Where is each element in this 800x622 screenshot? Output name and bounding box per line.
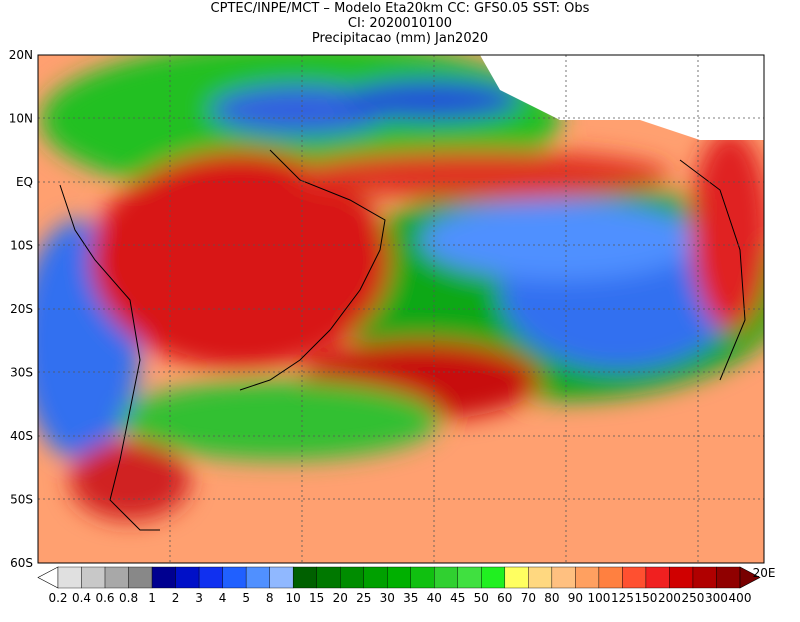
colorbar-label: 80 — [544, 591, 559, 605]
map-field — [38, 55, 764, 563]
colorbar-label: 125 — [611, 591, 634, 605]
longitude-label: 20E — [753, 566, 776, 580]
header: CPTEC/INPE/MCT – Modelo Eta20km CC: GFS0… — [211, 1, 590, 46]
colorbar-label: 100 — [587, 591, 610, 605]
colorbar-box — [528, 566, 553, 589]
colorbar-box — [245, 566, 270, 589]
colorbar-box — [575, 566, 600, 589]
colorbar-label: 90 — [568, 591, 583, 605]
colorbar-label: 15 — [309, 591, 324, 605]
colorbar-label: 20 — [333, 591, 348, 605]
colorbar-label: 10 — [286, 591, 301, 605]
colorbar-label: 0.2 — [48, 591, 67, 605]
colorbar-box — [57, 566, 82, 589]
latitude-label: 20S — [10, 302, 33, 316]
latitude-label: 10S — [10, 239, 33, 253]
colorbar-box — [198, 566, 223, 589]
colorbar-label: 200 — [658, 591, 681, 605]
colorbar-box — [128, 566, 153, 589]
colorbar-label: 150 — [634, 591, 657, 605]
map-frame — [37, 54, 765, 564]
colorbar-box — [363, 566, 388, 589]
colorbar-label: 70 — [521, 591, 536, 605]
colorbar-box — [481, 566, 506, 589]
latitude-label: 30S — [10, 366, 33, 380]
colorbar-label: 50 — [474, 591, 489, 605]
colorbar-label: 250 — [682, 591, 705, 605]
colorbar-label: 45 — [450, 591, 465, 605]
colorbar-label: 3 — [195, 591, 203, 605]
colorbar-label: 300 — [705, 591, 728, 605]
colorbar-box — [387, 566, 411, 589]
colorbar-label: 60 — [497, 591, 512, 605]
colorbar-box — [151, 566, 176, 589]
colorbar-box — [316, 566, 341, 589]
colorbar-box — [598, 566, 623, 589]
colorbar-label: 30 — [380, 591, 395, 605]
colorbar-box — [551, 566, 576, 589]
colorbar-label: 2 — [172, 591, 180, 605]
title-line: CPTEC/INPE/MCT – Modelo Eta20km CC: GFS0… — [211, 1, 590, 16]
colorbar-label: 0.6 — [95, 591, 114, 605]
colorbar-box — [716, 566, 741, 589]
latitude-label: 40S — [10, 429, 33, 443]
colorbar: 0.2 0.4 0.6 0.8 1 2 3 4 5 8 10 15 20 25 30 35 40 45 50 60 70… — [37, 566, 776, 605]
colorbar-box — [622, 566, 647, 589]
latitude-labels: 20N 10N EQ 10S 20S 30S 40S 50S 60S — [9, 48, 33, 570]
colorbar-box — [175, 566, 200, 589]
colorbar-box — [645, 566, 670, 589]
colorbar-box — [104, 566, 129, 589]
colorbar-box — [81, 566, 106, 589]
colorbar-box — [457, 566, 482, 589]
colorbar-label: 8 — [266, 591, 274, 605]
colorbar-box — [269, 566, 294, 589]
colorbar-label: 400 — [729, 591, 752, 605]
colorbar-label: 0.8 — [119, 591, 138, 605]
colorbar-label: 25 — [356, 591, 371, 605]
latitude-label: EQ — [16, 175, 33, 189]
latitude-label: 50S — [10, 493, 33, 507]
colorbar-arrow — [37, 566, 59, 589]
latitude-label: 10N — [9, 112, 33, 126]
colorbar-box — [292, 566, 317, 589]
colorbar-box — [434, 566, 458, 589]
colorbar-box — [222, 566, 247, 589]
title-line: CI: 2020010100 — [348, 16, 452, 31]
colorbar-label: 5 — [242, 591, 250, 605]
colorbar-arrow — [739, 566, 761, 589]
colorbar-box — [504, 566, 529, 589]
colorbar-label: 40 — [427, 591, 442, 605]
colorbar-box — [692, 566, 717, 589]
latitude-label: 60S — [10, 556, 33, 570]
colorbar-box — [669, 566, 694, 589]
colorbar-label: 4 — [219, 591, 227, 605]
title-line: Precipitacao (mm) Jan2020 — [312, 31, 488, 46]
colorbar-box — [410, 566, 435, 589]
latitude-label: 20N — [9, 48, 33, 62]
colorbar-label: 1 — [148, 591, 156, 605]
colorbar-box — [340, 566, 364, 589]
colorbar-label: 0.4 — [72, 591, 91, 605]
colorbar-label: 35 — [403, 591, 418, 605]
